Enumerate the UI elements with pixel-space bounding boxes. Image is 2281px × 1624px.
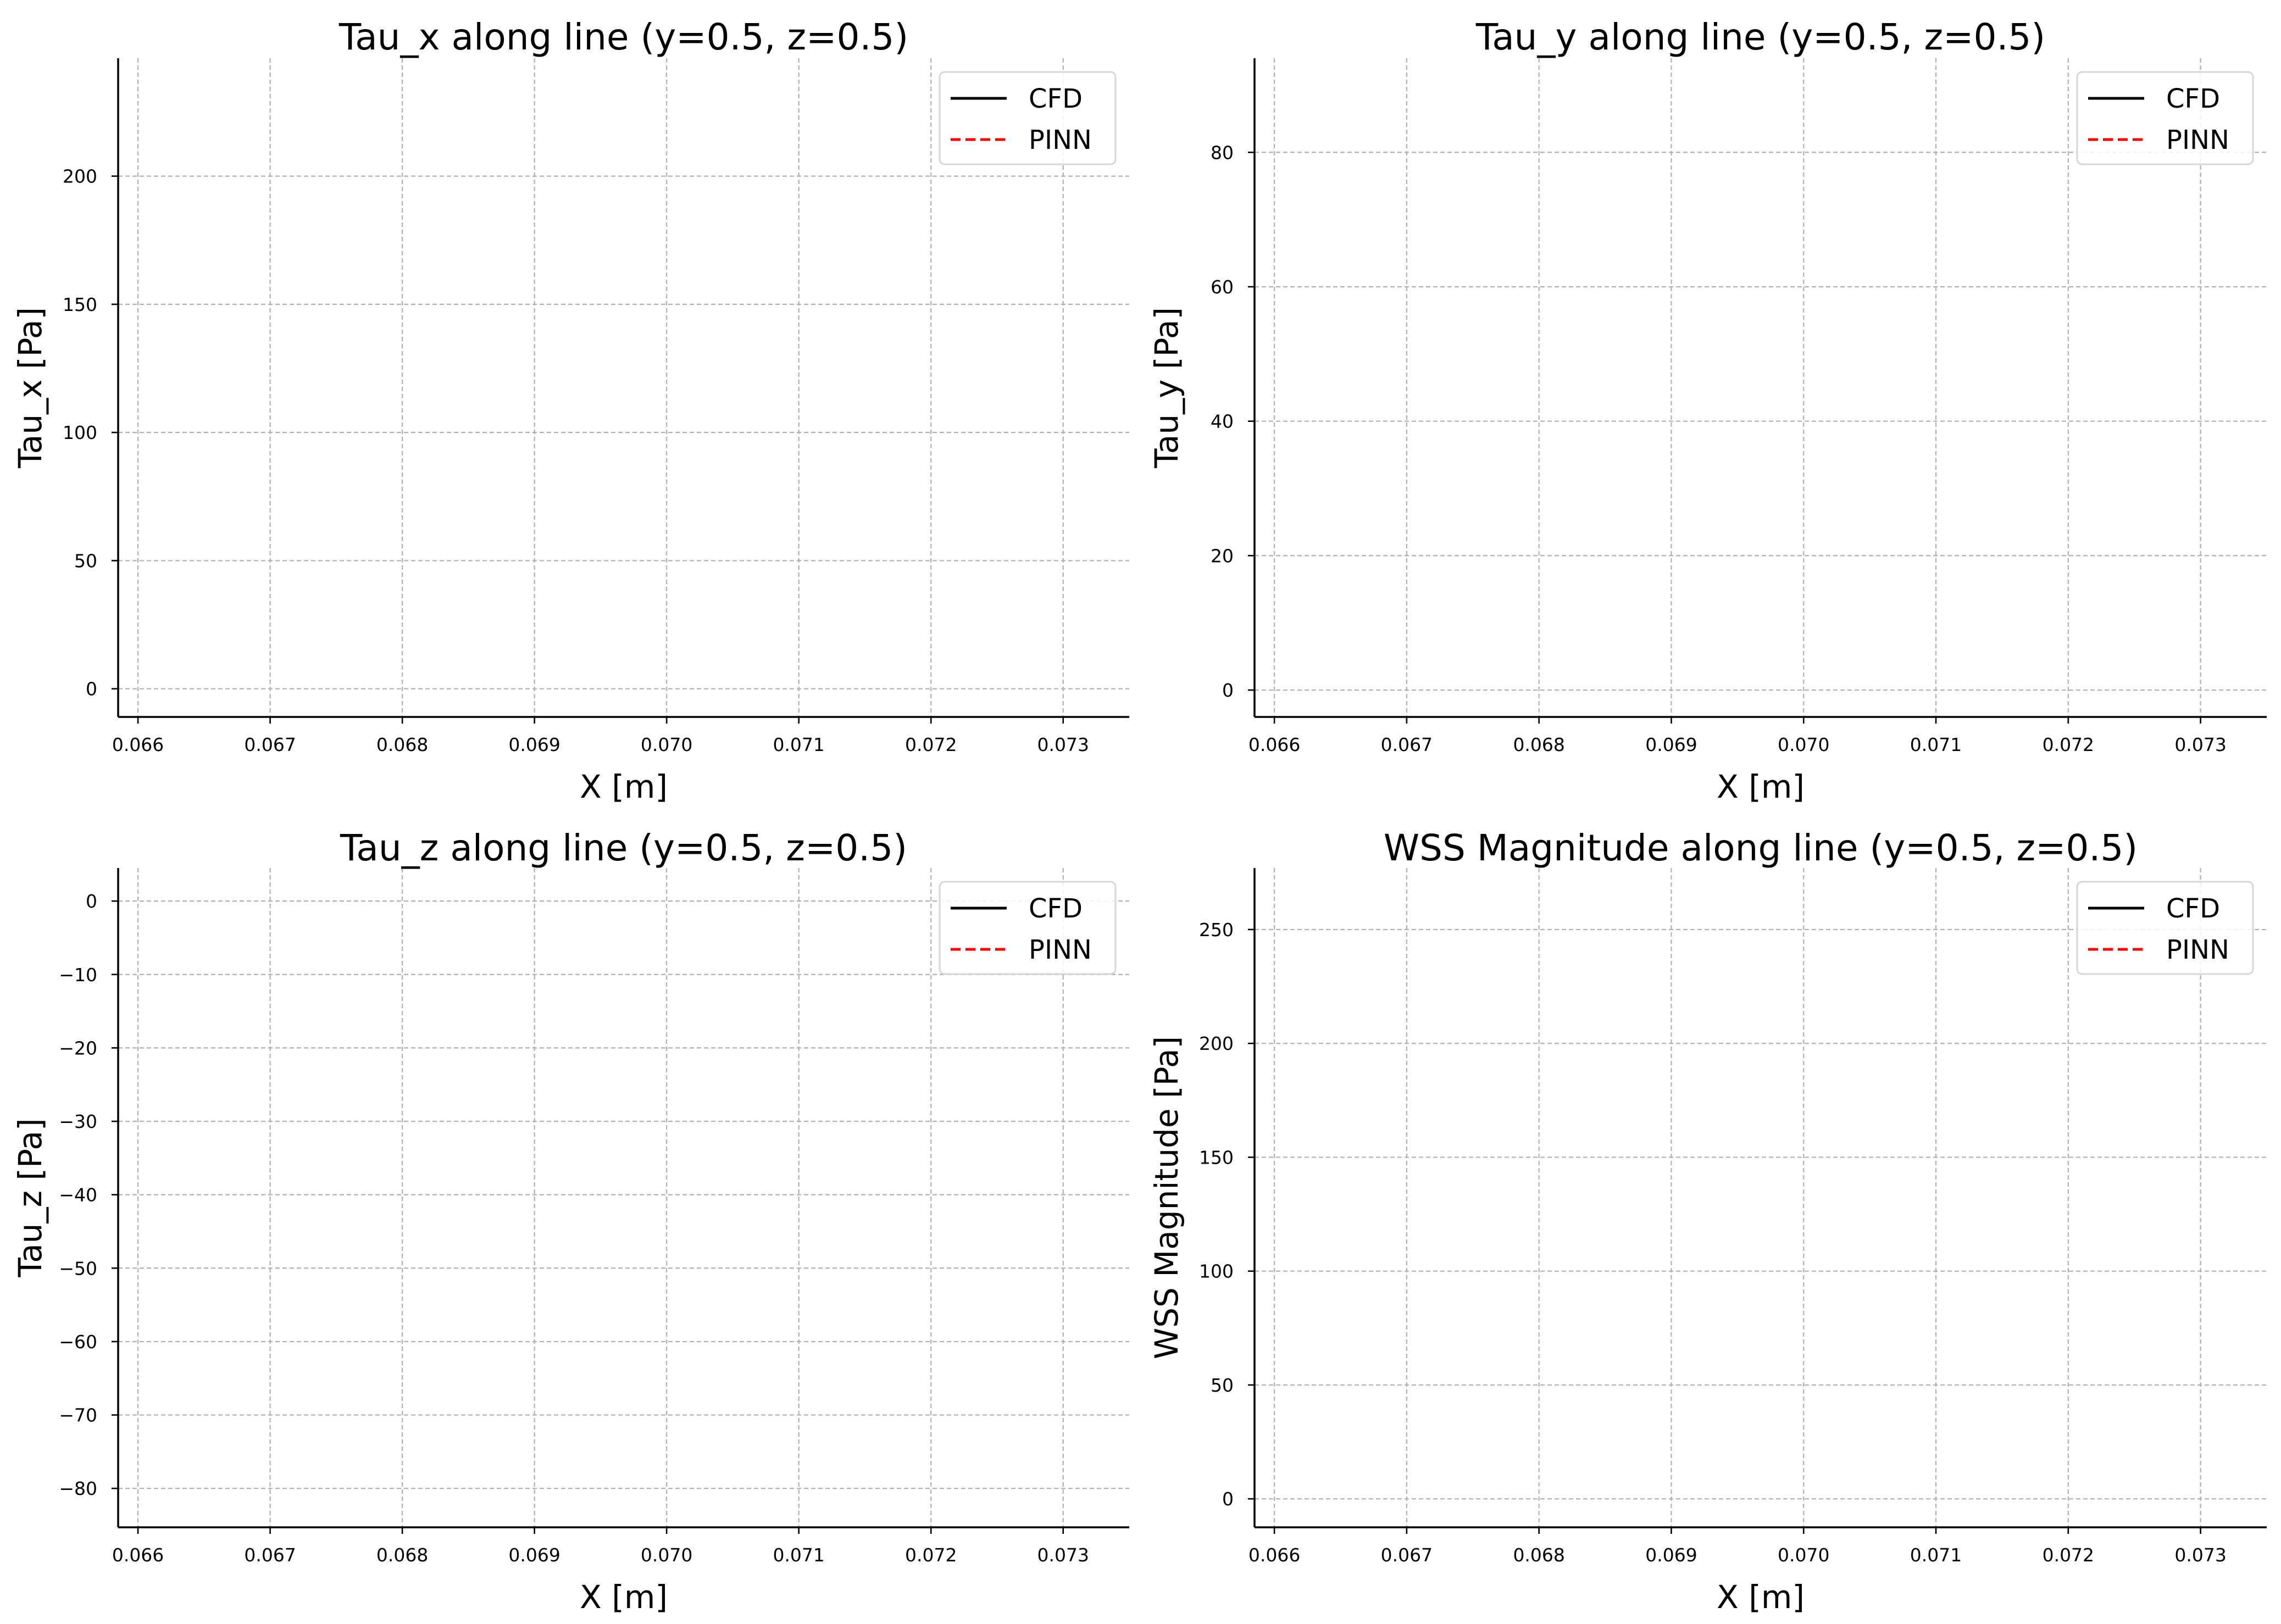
- x-axis-label: X [m]: [580, 1578, 668, 1616]
- y-tick-label: 50: [1211, 1375, 1234, 1396]
- legend-label-pinn: PINN: [1029, 125, 1092, 155]
- x-tick-label: 0.072: [2043, 734, 2094, 755]
- legend-frame: [939, 881, 1117, 975]
- y-tick-label: 40: [1211, 411, 1234, 432]
- x-tick-label: 0.071: [773, 734, 824, 755]
- y-axis-label: Tau_x [Pa]: [12, 307, 49, 469]
- y-tick-label: −60: [59, 1331, 97, 1353]
- y-tick-label: −40: [59, 1184, 97, 1206]
- x-tick-label: 0.066: [1248, 1544, 1300, 1566]
- x-tick-label: 0.066: [1248, 734, 1300, 755]
- y-tick-label: 0: [86, 891, 97, 912]
- y-tick-label: −30: [59, 1111, 97, 1132]
- x-axis-label: X [m]: [1717, 768, 1805, 805]
- x-axis-label: X [m]: [580, 768, 668, 805]
- chart-title: Tau_x along line (y=0.5, z=0.5): [338, 16, 908, 58]
- legend-label-cfd: CFD: [2166, 893, 2220, 924]
- x-tick-label: 0.067: [1381, 734, 1433, 755]
- chart-title: Tau_z along line (y=0.5, z=0.5): [340, 827, 907, 869]
- y-tick-label: 50: [74, 550, 97, 571]
- y-tick-label: 80: [1211, 142, 1234, 163]
- x-axis-label: X [m]: [1717, 1578, 1805, 1616]
- legend: CFD PINN: [939, 881, 1117, 975]
- x-tick-label: 0.069: [508, 1544, 560, 1566]
- y-tick-label: 60: [1211, 276, 1234, 298]
- legend: CFD PINN: [939, 71, 1117, 165]
- x-tick-label: 0.069: [1645, 734, 1697, 755]
- x-tick-label: 0.067: [244, 734, 296, 755]
- y-tick-label: −70: [59, 1405, 97, 1426]
- legend-frame: [2076, 71, 2254, 165]
- x-tick-label: 0.070: [641, 734, 692, 755]
- subplot-2: 0.066 0.067 0.068 0.069 0.070 0.071 0.072 0.073…: [1148, 16, 2267, 805]
- x-tick-label: 0.073: [2174, 734, 2226, 755]
- x-tick-label: 0.067: [244, 1544, 296, 1566]
- x-tick-label: 0.068: [376, 1544, 428, 1566]
- legend-label-pinn: PINN: [1029, 935, 1092, 965]
- legend: CFD PINN: [2076, 71, 2254, 165]
- x-tick-label: 0.068: [1513, 734, 1564, 755]
- legend-label-cfd: CFD: [1029, 893, 1083, 924]
- x-tick-label: 0.071: [773, 1544, 824, 1566]
- x-tick-label: 0.066: [112, 1544, 164, 1566]
- x-tick-label: 0.071: [1910, 1544, 1962, 1566]
- subplot-1: 0.066 0.067 0.068 0.069 0.070 0.071 0.072 0.073…: [12, 16, 1129, 805]
- legend-label-cfd: CFD: [1029, 84, 1083, 114]
- y-tick-label: 200: [63, 166, 97, 187]
- x-tick-label: 0.073: [2174, 1544, 2226, 1566]
- y-axis-label: WSS Magnitude [Pa]: [1148, 1036, 1185, 1359]
- x-tick-label: 0.071: [1910, 734, 1962, 755]
- legend-frame: [2076, 881, 2254, 975]
- x-tick-label: 0.072: [2043, 1544, 2094, 1566]
- subplot-3: 0.066 0.067 0.068 0.069 0.070 0.071 0.072 0.073…: [12, 827, 1129, 1616]
- legend-label-pinn: PINN: [2166, 935, 2229, 965]
- y-tick-label: −80: [59, 1478, 97, 1499]
- y-tick-label: 100: [1199, 1261, 1234, 1282]
- legend-label-pinn: PINN: [2166, 125, 2229, 155]
- x-tick-label: 0.072: [905, 734, 957, 755]
- x-tick-label: 0.073: [1037, 1544, 1089, 1566]
- y-tick-label: 250: [1199, 919, 1234, 941]
- x-tick-label: 0.070: [1778, 734, 1829, 755]
- y-tick-label: 0: [1222, 1488, 1234, 1510]
- subplot-4: 0.066 0.067 0.068 0.069 0.070 0.071 0.072 0.073…: [1148, 827, 2267, 1616]
- legend: CFD PINN: [2076, 881, 2254, 975]
- chart-title: WSS Magnitude along line (y=0.5, z=0.5): [1384, 827, 2138, 869]
- x-tick-label: 0.070: [641, 1544, 692, 1566]
- legend-frame: [939, 71, 1117, 165]
- x-tick-label: 0.068: [376, 734, 428, 755]
- legend-label-cfd: CFD: [2166, 84, 2220, 114]
- y-tick-label: 0: [1222, 680, 1234, 701]
- y-tick-label: −10: [59, 964, 97, 986]
- y-tick-label: 0: [86, 678, 97, 700]
- y-tick-label: 150: [63, 294, 97, 315]
- x-tick-label: 0.067: [1381, 1544, 1433, 1566]
- x-tick-label: 0.068: [1513, 1544, 1564, 1566]
- x-tick-label: 0.072: [905, 1544, 957, 1566]
- x-tick-label: 0.069: [1645, 1544, 1697, 1566]
- x-tick-label: 0.070: [1778, 1544, 1829, 1566]
- y-tick-label: −50: [59, 1258, 97, 1279]
- y-axis-label: Tau_y [Pa]: [1148, 307, 1185, 469]
- y-axis-label: Tau_z [Pa]: [12, 1118, 49, 1277]
- y-tick-label: 200: [1199, 1033, 1234, 1054]
- y-tick-label: −20: [59, 1037, 97, 1059]
- x-tick-label: 0.069: [508, 734, 560, 755]
- x-tick-label: 0.066: [112, 734, 164, 755]
- chart-title: Tau_y along line (y=0.5, z=0.5): [1475, 16, 2045, 58]
- y-tick-label: 20: [1211, 545, 1234, 566]
- x-tick-label: 0.073: [1037, 734, 1089, 755]
- y-tick-label: 100: [63, 422, 97, 443]
- y-tick-label: 150: [1199, 1147, 1234, 1168]
